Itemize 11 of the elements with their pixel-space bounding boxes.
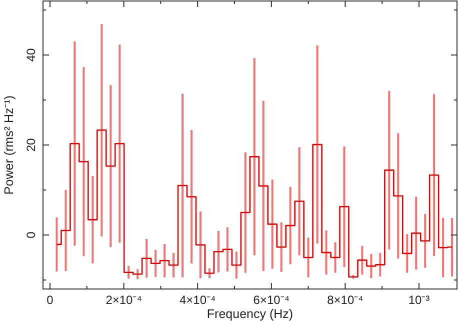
x-tick-label: 6×10⁻⁴ — [253, 293, 290, 307]
x-axis-title: Frequency (Hz) — [206, 307, 294, 321]
y-tick-label: 40 — [24, 48, 38, 62]
x-tick-label: 8×10⁻⁴ — [327, 293, 364, 307]
y-tick-label: 0 — [24, 231, 38, 238]
x-tick-label: 0 — [46, 293, 54, 307]
y-tick-label: 20 — [24, 138, 38, 152]
x-tick-label: 2×10⁻⁴ — [106, 293, 142, 307]
x-tick-label: 4×10⁻⁴ — [180, 293, 216, 307]
y-axis-title: Power (rms² Hz⁻¹) — [2, 95, 16, 195]
x-tick-label: 10⁻³ — [408, 293, 430, 307]
